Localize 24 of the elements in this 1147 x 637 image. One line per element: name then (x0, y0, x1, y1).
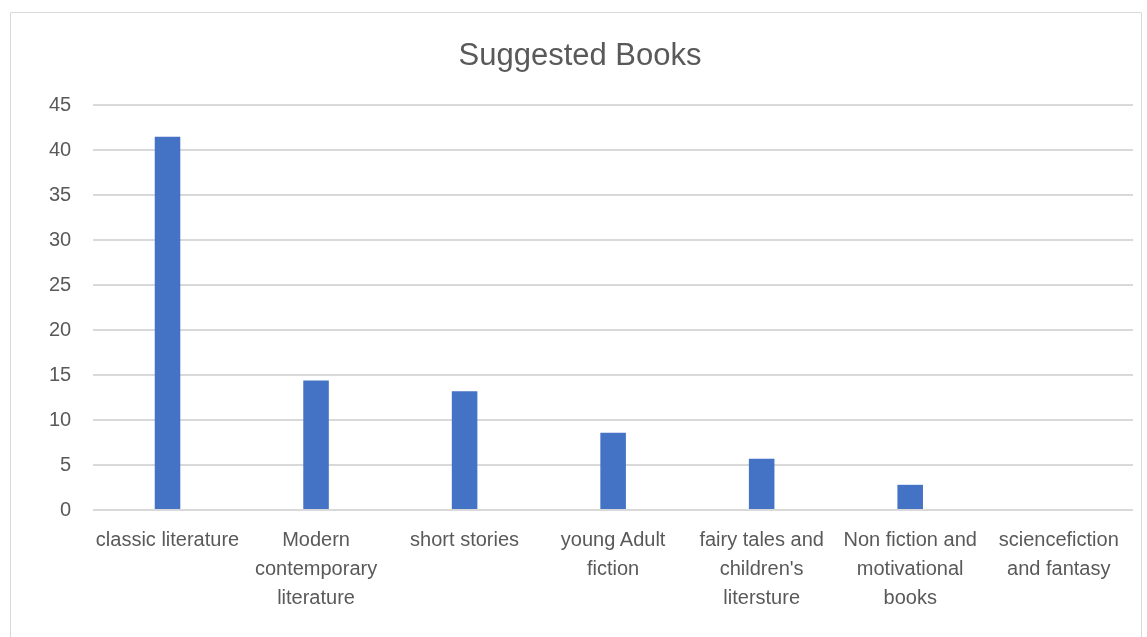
y-tick-label: 0 (60, 497, 72, 520)
x-tick-label: fairy tales and children's litersture (699, 528, 824, 609)
bar (748, 458, 775, 509)
bar (451, 391, 478, 509)
y-tick-label: 5 (60, 452, 72, 475)
x-tick-label: short stories (410, 528, 520, 551)
bar (154, 136, 181, 509)
bar (303, 380, 329, 509)
y-tick-label: 30 (49, 227, 72, 250)
y-tick-label: 35 (49, 182, 72, 205)
y-tick-label: 10 (49, 407, 72, 430)
x-tick-label: sciencefiction and fantasy (998, 528, 1119, 580)
x-tick-label: Non fiction and motivational books (843, 528, 977, 609)
y-tick-label: 15 (49, 362, 72, 385)
chart-title: Suggested Books (458, 37, 702, 73)
bar (600, 432, 626, 509)
x-tick-label: classic literature (95, 528, 240, 551)
y-tick-label: 40 (49, 137, 72, 160)
bar (897, 484, 923, 509)
y-tick-label: 45 (49, 92, 72, 115)
y-tick-label: 20 (49, 317, 72, 340)
x-tick-label: Modern contemporary literature (254, 528, 378, 609)
x-tick-label: young Adult fiction (560, 528, 666, 580)
y-tick-label: 25 (49, 272, 72, 295)
